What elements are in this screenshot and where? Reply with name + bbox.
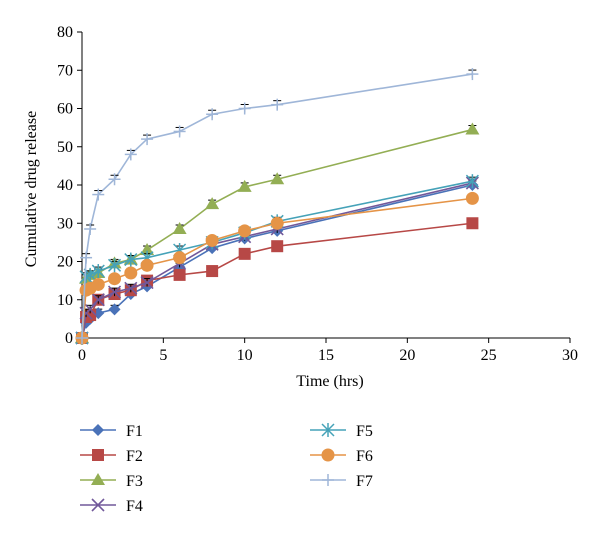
- series-f1: [76, 179, 479, 344]
- data-point-f6: [108, 272, 122, 286]
- data-point-f2: [466, 217, 479, 230]
- data-point-f7: [141, 133, 154, 146]
- data-point-f4: [140, 275, 154, 290]
- series-f5: [75, 174, 479, 345]
- legend-marker-f7: [322, 474, 334, 486]
- data-point-f6: [238, 224, 252, 238]
- data-point-f6: [124, 266, 138, 280]
- data-point-f7: [206, 108, 219, 121]
- y-tick-label: 30: [57, 215, 73, 232]
- x-tick-label: 0: [78, 347, 86, 364]
- data-point-f7: [124, 148, 137, 161]
- data-point-f7: [76, 332, 88, 344]
- x-tick-label: 25: [481, 347, 497, 364]
- data-point-f6: [91, 277, 105, 291]
- legend-item-f5: F5: [310, 423, 373, 440]
- legend-marker-f6: [321, 448, 335, 462]
- data-point-f7: [466, 68, 479, 81]
- series-line-f1: [81, 184, 473, 339]
- legend-label: F3: [126, 473, 143, 490]
- data-point-f1: [108, 303, 121, 316]
- data-point-f5: [465, 174, 479, 189]
- legend-marker-f1: [92, 424, 104, 436]
- legend-item-f1: F1: [80, 423, 143, 440]
- legend-label: F2: [126, 448, 143, 465]
- series-f6: [75, 191, 479, 345]
- series-line-f5: [81, 180, 473, 339]
- data-point-f5: [124, 252, 138, 267]
- x-tick-label: 15: [318, 347, 334, 364]
- legend-item-f2: F2: [80, 448, 143, 465]
- x-tick-label: 30: [562, 347, 578, 364]
- legend-item-f6: F6: [310, 448, 373, 465]
- data-point-f7: [271, 98, 284, 111]
- y-tick-label: 0: [65, 330, 73, 347]
- data-point-f3: [270, 172, 285, 185]
- y-tick-label: 10: [57, 292, 73, 309]
- data-point-f7: [80, 251, 93, 264]
- legend-label: F4: [126, 498, 143, 515]
- data-point-f6: [465, 191, 479, 205]
- y-axis-title: Cumulative drug release: [23, 111, 40, 267]
- data-point-f7: [92, 188, 105, 201]
- legend-label: F5: [356, 423, 373, 440]
- legend-marker-f5: [321, 423, 335, 437]
- series-f4: [75, 176, 479, 345]
- y-tick-label: 50: [57, 139, 73, 156]
- data-point-f7: [238, 102, 251, 115]
- data-point-f2: [206, 265, 219, 278]
- legend-marker-f4: [91, 498, 105, 512]
- data-point-f3: [140, 243, 155, 256]
- data-point-f6: [270, 216, 284, 230]
- data-point-f7: [108, 173, 121, 186]
- data-point-f2: [238, 247, 251, 260]
- y-tick-label: 70: [57, 62, 73, 79]
- data-point-f6: [140, 258, 154, 272]
- legend: F1 F2 F3 F4 F5 F6 F7: [80, 423, 373, 515]
- legend-item-f3: F3: [80, 473, 143, 490]
- data-point-f4: [83, 302, 97, 316]
- data-point-f3: [237, 179, 252, 192]
- data-point-f3: [172, 221, 187, 234]
- series-f7: [76, 68, 479, 344]
- data-point-f7: [173, 125, 186, 138]
- data-point-f3: [205, 197, 220, 210]
- data-point-f4: [107, 285, 122, 299]
- y-tick-label: 40: [57, 177, 73, 194]
- legend-item-f4: F4: [80, 498, 143, 515]
- data-point-f2: [271, 240, 284, 253]
- data-point-f6: [205, 233, 219, 247]
- y-tick-label: 60: [57, 101, 73, 118]
- x-tick-label: 20: [399, 347, 415, 364]
- axes-layer: 0 10 20 30 40 50 60 70 80 0 5 10 15 20 25 30: [57, 24, 578, 364]
- legend-item-f7: F7: [310, 473, 373, 490]
- legend-label: F7: [356, 473, 373, 490]
- data-point-f3: [465, 122, 480, 135]
- x-axis-title: Time (hrs): [296, 373, 363, 390]
- series-layer: [75, 68, 480, 345]
- y-tick-label: 80: [57, 24, 73, 41]
- x-tick-label: 10: [237, 347, 253, 364]
- data-point-f5: [91, 264, 105, 279]
- legend-marker-f3: [91, 473, 105, 485]
- x-tick-label: 5: [159, 347, 167, 364]
- y-tick-label: 20: [57, 254, 73, 271]
- data-point-f6: [173, 251, 187, 265]
- data-point-f2: [173, 268, 186, 281]
- legend-marker-f2: [92, 449, 104, 461]
- data-point-f4: [91, 293, 105, 307]
- data-point-f7: [84, 222, 97, 235]
- legend-label: F1: [126, 423, 143, 440]
- legend-label: F6: [356, 448, 373, 465]
- data-point-f4: [124, 281, 138, 295]
- data-point-f5: [108, 258, 122, 273]
